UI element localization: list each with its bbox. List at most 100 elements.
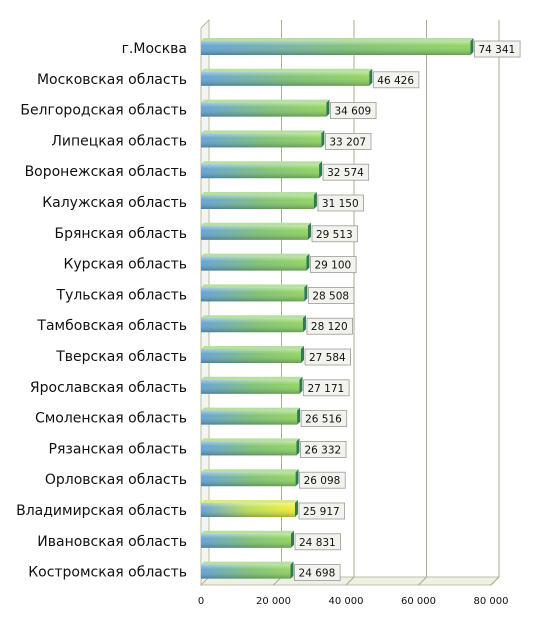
bar-shade [201,533,292,548]
bar-shade [201,410,298,425]
bar-end [297,407,301,425]
bar [201,376,303,394]
category-label: Тамбовская область [36,318,187,334]
bar-end [326,99,330,117]
data-label: 25 917 [303,506,340,518]
bar-shade [201,318,303,333]
bar-shade [201,349,301,363]
data-label-box [294,533,342,551]
category-label: Калужская область [42,195,187,211]
bar-end [304,284,308,302]
bar-top [201,530,295,534]
bar [201,438,300,456]
data-label-box [304,348,351,366]
data-label: 32 574 [327,167,364,179]
data-label-box [324,132,372,150]
data-labels: 74 341 46 426 34 609 33 207 32 574 31 150 29 5… [294,40,521,581]
bar-top [201,376,303,380]
bar-shade [201,225,308,240]
category-labels: г.Москва Московская область Белгородская о… [16,41,187,581]
bar-top [201,253,310,257]
data-label: 27 171 [307,383,344,395]
data-label-box [317,194,364,212]
data-label: 31 150 [322,198,359,210]
category-label: Тверская область [55,349,187,365]
bar-shade [201,379,300,394]
grid-line-floor [490,576,500,586]
bar-top [201,284,308,288]
bar [201,68,373,86]
bar-shade [201,503,295,517]
bar [201,469,299,487]
bar-top [201,130,325,134]
bar-top [201,222,311,226]
category-label: Ивановская область [37,534,187,550]
bar-end [470,38,474,55]
bar-top [201,500,298,503]
category-label: Московская область [37,72,187,88]
bar-shade [201,41,471,55]
bar-end [294,500,298,517]
data-label-box [306,317,353,335]
data-label: 29 100 [314,260,351,272]
data-label-box [300,410,348,428]
data-label-box [330,102,377,119]
category-label: Воронежская область [25,164,187,180]
bar [201,407,301,425]
bar [201,500,298,517]
category-label: Курская область [63,257,187,273]
bar-end [307,222,311,240]
bar-top [201,407,301,411]
data-label: 28 120 [311,321,348,333]
bar-end [302,315,306,333]
bar-top [201,438,300,442]
bar [201,222,311,240]
bar-shade [201,256,307,271]
bar-shade [201,195,314,209]
data-label: 29 513 [316,229,353,241]
bar-shade [201,164,320,179]
bar-top [201,68,373,72]
category-label: Липецкая область [51,133,187,149]
x-axis-tick-labels: 0 20 000 40 000 60 000 80 000 [198,596,509,607]
bar-end [295,469,299,487]
data-label: 24 698 [299,568,336,580]
category-label: Костромская область [28,565,187,581]
category-label: Брянская область [54,226,187,242]
bar-top [201,561,294,565]
x-tick-label: 60 000 [401,596,436,607]
category-label: Смоленская область [35,411,187,427]
category-label: Белгородская область [20,103,187,119]
category-label: Орловская область [45,472,187,488]
bar [201,99,330,117]
bar-end [296,438,300,456]
grid-line-floor [345,576,355,586]
bar-end [306,253,310,271]
data-label-box [474,40,521,58]
bar-top [201,346,304,349]
data-label: 26 516 [305,414,342,426]
bar-top [201,192,317,195]
bar-end [300,346,304,363]
bars [201,38,474,579]
data-label-box [372,71,420,89]
category-label: г.Москва [122,41,187,57]
bar-top [201,99,330,103]
grid-line-floor [418,576,427,586]
category-label: Владимирская область [16,503,187,519]
bar-end [313,192,317,209]
data-label: 24 831 [299,537,336,549]
data-label-box [303,379,350,397]
bar [201,38,474,55]
x-tick-label: 0 [198,596,204,607]
bar-top [201,315,306,319]
x-tick-label: 40 000 [329,596,364,607]
bar-top [201,161,323,165]
bar [201,161,323,179]
data-label: 26 098 [304,475,341,487]
data-label: 46 426 [377,75,414,87]
data-label: 28 508 [312,290,349,302]
data-label-box [294,564,341,581]
bar [201,130,325,148]
bar [201,284,308,302]
